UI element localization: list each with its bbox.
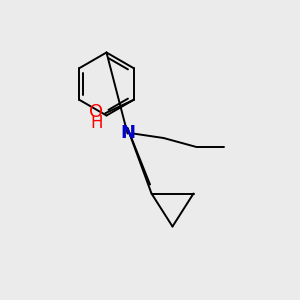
- Text: H: H: [90, 114, 103, 132]
- Text: N: N: [120, 124, 135, 142]
- Text: O: O: [89, 103, 103, 121]
